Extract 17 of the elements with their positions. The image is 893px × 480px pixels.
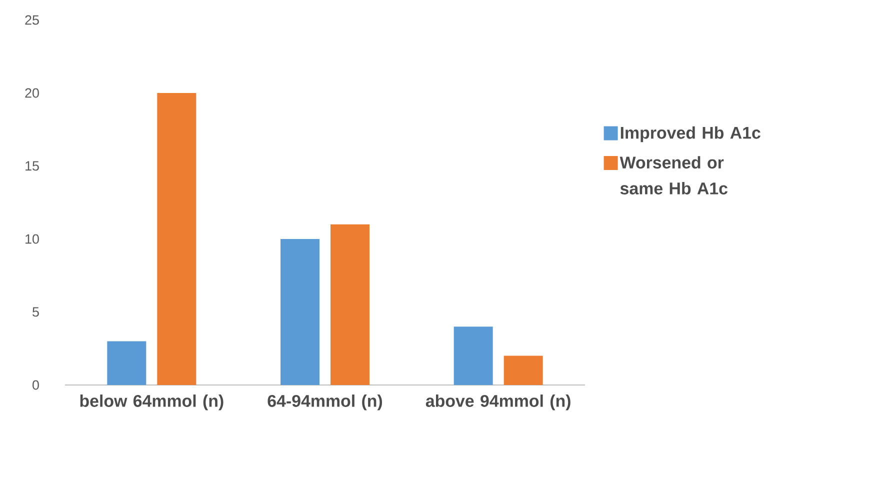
y-tick-label: 25 bbox=[25, 15, 39, 25]
x-tick-label: 64-94mmol (n) bbox=[268, 394, 382, 410]
y-tick-label: 15 bbox=[26, 161, 39, 171]
x-tick-label: below 64mmol (n) bbox=[80, 394, 224, 410]
legend-label: Improved Hb A1c bbox=[620, 126, 760, 142]
bar bbox=[157, 92, 196, 385]
bar bbox=[107, 341, 146, 385]
bar bbox=[454, 326, 493, 385]
legend-label: Worsened or same Hb A1c bbox=[620, 156, 728, 194]
bar bbox=[280, 238, 320, 385]
bar bbox=[330, 224, 370, 385]
x-tick-label: above 94mmol (n) bbox=[426, 394, 570, 410]
bar bbox=[504, 356, 543, 385]
y-tick-label: 20 bbox=[25, 88, 39, 98]
y-tick-label: 5 bbox=[32, 307, 39, 317]
y-tick-label: 0 bbox=[32, 380, 39, 390]
y-tick-label: 10 bbox=[26, 234, 39, 244]
